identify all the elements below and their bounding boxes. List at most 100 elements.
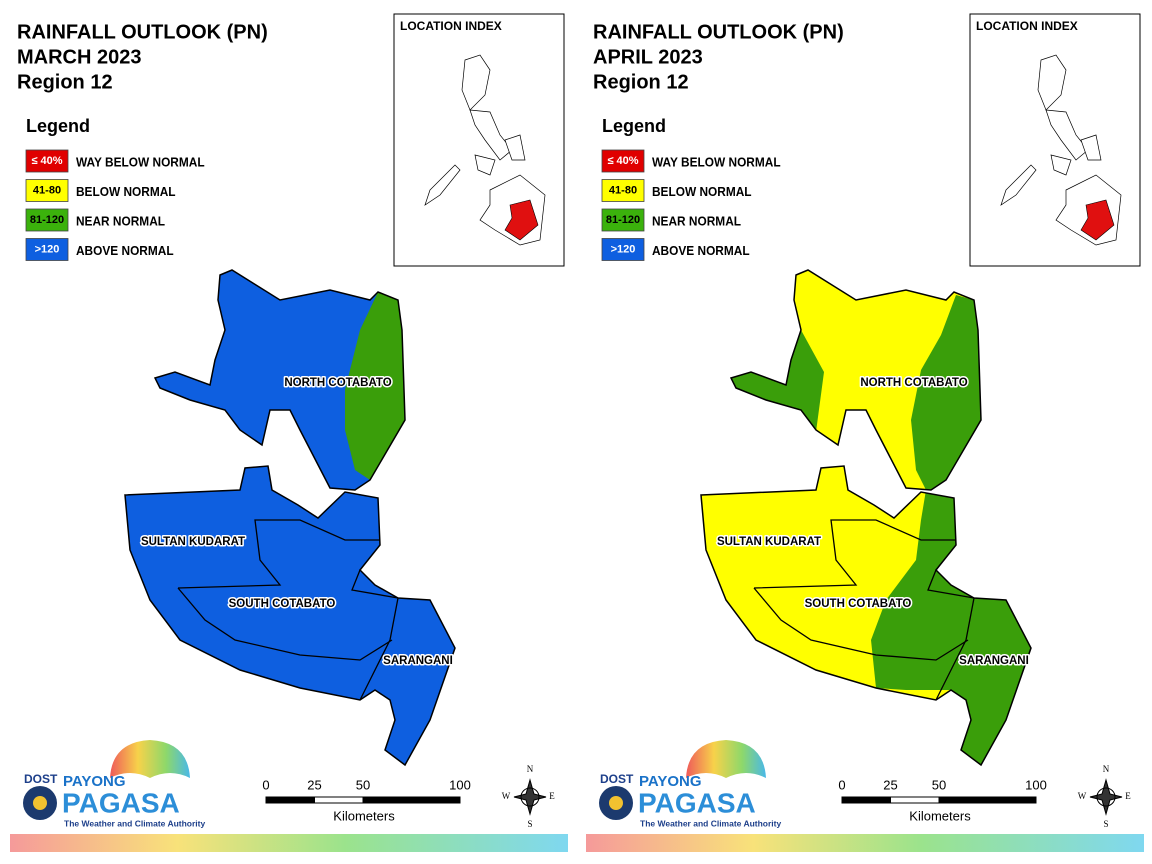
logo-tagline: The Weather and Climate Authority <box>64 818 205 828</box>
inset-island <box>1045 109 1089 161</box>
logo-brand: PAYONG <box>639 773 702 790</box>
scale-unit: Kilometers <box>333 808 395 823</box>
logo-name: PAGASA <box>638 787 756 818</box>
outlook-zone <box>345 292 405 480</box>
legend-label: NEAR NORMAL <box>76 214 166 228</box>
scale-tick: 100 <box>1025 777 1047 792</box>
scale-segment <box>362 796 461 804</box>
legend-swatch <box>601 179 645 202</box>
scale-segment <box>938 796 1037 804</box>
compass-letter: S <box>1103 819 1108 829</box>
scale-tick: 0 <box>838 777 845 792</box>
scale-segment <box>265 796 315 804</box>
legend-key: >120 <box>611 243 636 255</box>
compass-ring <box>520 787 540 807</box>
logo-sun-core <box>33 796 47 810</box>
legend-title: Legend <box>26 116 90 136</box>
scale-tick: 25 <box>307 777 321 792</box>
compass-letter: E <box>549 791 555 801</box>
inset-title: LOCATION INDEX <box>976 19 1078 33</box>
compass-rose <box>1089 778 1123 816</box>
scale-tick: 100 <box>449 777 471 792</box>
inset-island <box>474 154 496 176</box>
scale-tick: 25 <box>883 777 897 792</box>
legend-key: ≤ 40% <box>607 155 638 167</box>
legend-swatch <box>25 179 69 202</box>
color-band <box>10 834 568 852</box>
color-band <box>586 834 1144 852</box>
inset-highlight <box>504 199 539 241</box>
province-border <box>177 587 393 661</box>
province-label: SULTAN KUDARAT <box>141 536 245 548</box>
compass-letter: N <box>1103 764 1110 774</box>
legend-swatch <box>601 208 645 232</box>
title-line: Region 12 <box>17 71 113 93</box>
legend-swatch <box>601 238 645 261</box>
legend-key: >120 <box>35 243 60 255</box>
title-line: RAINFALL OUTLOOK (PN) <box>17 21 268 43</box>
compass-letter: W <box>1078 791 1087 801</box>
province-outline <box>153 269 406 491</box>
scale-tick: 50 <box>356 777 370 792</box>
legend-swatch <box>25 149 69 173</box>
inset-highlight <box>1080 199 1115 241</box>
logo-name: PAGASA <box>62 787 180 818</box>
legend-key: 41-80 <box>33 184 61 196</box>
inset-title: LOCATION INDEX <box>400 19 502 33</box>
legend-swatch <box>25 208 69 232</box>
inset-island <box>504 134 526 161</box>
logo-sun-core <box>609 796 623 810</box>
province-area <box>125 466 455 765</box>
legend-key: 41-80 <box>609 184 637 196</box>
inset-island <box>1000 164 1037 206</box>
scale-unit: Kilometers <box>909 808 971 823</box>
legend-key: 81-120 <box>30 214 64 226</box>
inset-island <box>1080 134 1102 161</box>
title-line: MARCH 2023 <box>17 46 141 68</box>
province-outline <box>124 465 456 767</box>
compass-letter: N <box>527 764 534 774</box>
province-label: SULTAN KUDARAT <box>717 536 821 548</box>
compass-letter: S <box>527 819 532 829</box>
province-border <box>753 519 956 589</box>
legend-label: ABOVE NORMAL <box>76 244 174 258</box>
province-label: SARANGANI <box>383 655 453 667</box>
legend-label: BELOW NORMAL <box>652 185 752 199</box>
legend-key: 81-120 <box>606 214 640 226</box>
scale-segment <box>314 796 364 804</box>
outlook-zone <box>871 295 1031 765</box>
legend-label: WAY BELOW NORMAL <box>76 155 205 169</box>
legend-key: ≤ 40% <box>31 155 62 167</box>
province-border <box>927 569 975 701</box>
logo-tagline: The Weather and Climate Authority <box>640 818 781 828</box>
compass-letter: W <box>502 791 511 801</box>
logo-umbrella <box>686 740 766 778</box>
legend-label: ABOVE NORMAL <box>652 244 750 258</box>
inset-island <box>461 54 491 111</box>
panel: RAINFALL OUTLOOK (PN) APRIL 2023 Region 12… <box>586 13 1144 852</box>
inset-island <box>424 164 461 206</box>
scale-segment <box>890 796 940 804</box>
legend-swatch <box>25 238 69 261</box>
province-label: SOUTH COTABATO <box>805 598 912 610</box>
panel: RAINFALL OUTLOOK (PN) MARCH 2023 Region 12… <box>10 13 568 852</box>
compass-letter: E <box>1125 791 1131 801</box>
inset-island <box>1050 154 1072 176</box>
inset-island <box>469 109 513 161</box>
province-label: SARANGANI <box>959 655 1029 667</box>
scale-tick: 50 <box>932 777 946 792</box>
compass-ring <box>1096 787 1116 807</box>
title-line: RAINFALL OUTLOOK (PN) <box>593 21 844 43</box>
province-label: NORTH COTABATO <box>284 377 391 389</box>
province-label: SOUTH COTABATO <box>229 598 336 610</box>
logo-brand: PAYONG <box>63 773 126 790</box>
logo-agency: DOST <box>600 772 634 786</box>
compass-rose <box>513 778 547 816</box>
logo-umbrella <box>110 740 190 778</box>
scale-segment <box>841 796 891 804</box>
legend-title: Legend <box>602 116 666 136</box>
title-line: Region 12 <box>593 71 689 93</box>
province-border <box>753 587 969 661</box>
province-outline <box>700 465 1032 767</box>
